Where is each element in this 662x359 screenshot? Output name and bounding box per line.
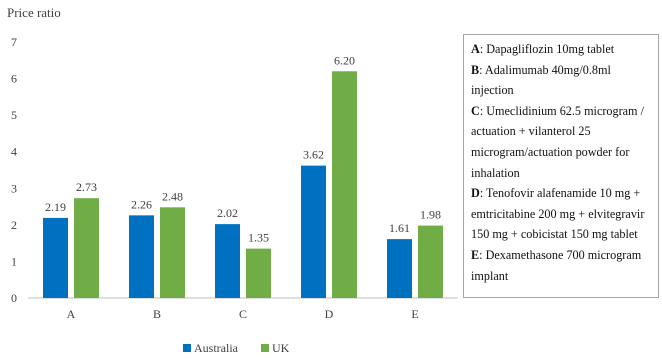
bar-value-label: 6.20 — [334, 53, 355, 67]
bar-value-label: 2.26 — [131, 197, 152, 211]
y-tick-label: 3 — [11, 181, 17, 195]
series-legend: Australia UK — [183, 341, 290, 355]
bar-uk-c — [246, 248, 271, 298]
y-tick-label: 0 — [11, 291, 17, 305]
product-description: : Umeclidinium 62.5 microgram / actuatio… — [471, 103, 644, 180]
x-tick-label: B — [153, 307, 161, 321]
product-note-c: C: Umeclidinium 62.5 microgram / actuati… — [471, 101, 653, 183]
bar-value-label: 2.19 — [45, 200, 66, 214]
x-tick-label: E — [411, 307, 418, 321]
product-note-d: D: Tenofovir alafenamide 10 mg + emtrici… — [471, 183, 653, 245]
product-note-a: A: Dapagliflozin 10mg tablet — [471, 39, 653, 60]
product-description: : Dexamethasone 700 microgram implant — [471, 247, 642, 283]
bar-value-label: 2.48 — [162, 189, 183, 203]
product-note-e: E: Dexamethasone 700 microgram implant — [471, 245, 653, 286]
bar-australia-c — [215, 224, 240, 298]
x-tick-label: C — [239, 307, 247, 321]
y-tick-label: 5 — [11, 108, 17, 122]
product-letter: A — [471, 42, 480, 56]
bar-uk-a — [74, 198, 99, 298]
bars: 2.19 2.73 2.26 2.48 2.02 1.35 3.62 6.20 1.61 1.98 — [43, 53, 443, 298]
bar-australia-a — [43, 217, 68, 298]
x-axis-ticks: A B C D E — [67, 307, 419, 321]
bar-uk-b — [160, 207, 185, 298]
bar-value-label: 1.61 — [389, 221, 410, 235]
product-letter: B — [471, 62, 480, 77]
y-axis-title: Price ratio — [7, 5, 61, 20]
y-tick-label: 6 — [11, 72, 17, 86]
legend-label: UK — [272, 341, 290, 355]
product-description: : Adalimumab 40mg/0.8ml injection — [471, 62, 611, 98]
y-tick-label: 7 — [11, 35, 17, 49]
legend-swatch — [261, 344, 269, 352]
product-letter: C — [471, 103, 480, 118]
bar-value-label: 3.62 — [303, 148, 324, 162]
bar-uk-e — [418, 225, 443, 298]
product-letter: E — [471, 247, 480, 262]
legend-label: Australia — [194, 341, 239, 355]
product-description: : Tenofovir alafenamide 10 mg + emtricit… — [471, 186, 645, 242]
bar-value-label: 2.02 — [217, 206, 238, 220]
product-description: : Dapagliflozin 10mg tablet — [479, 42, 615, 56]
bar-value-label: 2.73 — [76, 180, 97, 194]
legend-swatch — [183, 344, 191, 352]
bar-australia-d — [301, 165, 326, 298]
bar-value-label: 1.35 — [248, 231, 269, 245]
bar-uk-d — [332, 71, 357, 298]
bar-australia-e — [387, 239, 412, 298]
product-note-b: B: Adalimumab 40mg/0.8ml injection — [471, 60, 653, 101]
y-axis-ticks: 0 1 2 3 4 5 6 7 — [11, 35, 17, 305]
x-tick-label: A — [67, 307, 76, 321]
y-tick-label: 2 — [11, 218, 17, 232]
bar-australia-b — [129, 215, 154, 298]
y-tick-label: 1 — [11, 254, 17, 268]
product-letter: D — [471, 186, 480, 201]
bar-value-label: 1.98 — [420, 208, 441, 222]
product-key-box: A: Dapagliflozin 10mg tablet B: Adalimuma… — [463, 34, 659, 298]
x-tick-label: D — [325, 307, 334, 321]
y-tick-label: 4 — [11, 145, 17, 159]
